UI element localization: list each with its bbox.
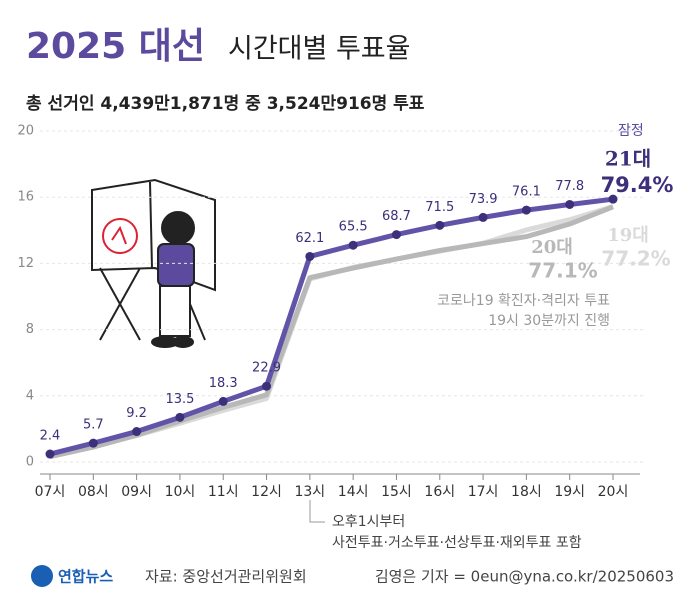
x-tick-label: 18시	[511, 484, 542, 500]
x-tick-label: 19시	[554, 484, 585, 500]
person-shirt	[157, 243, 195, 287]
logo: 연합뉴스	[58, 568, 113, 586]
x-tick-label: 17시	[468, 484, 499, 500]
y-tick-label: 4	[26, 388, 34, 403]
ballot-mark	[111, 225, 127, 245]
point	[478, 212, 488, 222]
point	[521, 205, 531, 215]
booth-edge	[149, 181, 153, 269]
x-tick-label: 10시	[165, 484, 196, 500]
data-label: 79.4%	[601, 173, 674, 197]
y-tick-label: 16	[17, 190, 34, 205]
data-label: 65.5	[339, 220, 368, 235]
person-shoe	[172, 336, 194, 348]
logo-icon	[31, 565, 53, 587]
legend-label: 19대	[607, 225, 649, 246]
data-label: 77.1%	[528, 259, 597, 283]
annotation-leader	[309, 500, 325, 523]
x-tick-label: 12시	[251, 484, 282, 500]
x-tick-label: 08시	[78, 484, 109, 500]
data-label: 62.1	[295, 231, 324, 246]
point	[262, 381, 272, 391]
data-label: 73.9	[469, 192, 498, 207]
y-tick-label: 12	[17, 256, 34, 271]
x-tick-label: 07시	[35, 484, 66, 500]
point	[88, 438, 98, 448]
data-label: 71.5	[425, 200, 454, 215]
data-label: 5.7	[83, 418, 104, 433]
data-label: 77.2%	[601, 247, 670, 271]
chart-title: 2025 대선	[26, 26, 205, 67]
point	[305, 251, 315, 261]
data-label: 77.8	[555, 179, 584, 194]
y-tick-label: 8	[26, 322, 34, 337]
y-tick-label: 20	[17, 124, 34, 139]
annotation: 코로나19 확진자·격리자 투표	[437, 293, 610, 309]
data-label: 13.5	[165, 392, 194, 407]
y-tick-label: 0	[26, 455, 34, 470]
data-label: 22.9	[252, 361, 281, 376]
x-tick-label: 20시	[598, 484, 629, 500]
annotation: 오후1시부터	[332, 514, 405, 530]
annotation: 19시 30분까지 진행	[488, 313, 610, 329]
x-tick-label: 09시	[121, 484, 152, 500]
legend-label: 20대	[531, 237, 573, 258]
series-line	[49, 204, 614, 460]
point	[435, 220, 445, 230]
source: 자료: 중앙선거관리위원회	[145, 568, 307, 586]
series-line	[49, 196, 614, 457]
ballot-mark	[102, 218, 138, 254]
point	[348, 240, 358, 250]
credit: 김영은 기자 = 0eun@yna.co.kr/20250603	[375, 568, 674, 586]
x-tick-label: 15시	[381, 484, 412, 500]
annotation: 사전투표·거소투표·선상투표·재외투표 포함	[332, 535, 582, 551]
x-tick-label: 16시	[424, 484, 455, 500]
x-tick-label: 13시	[294, 484, 325, 500]
person-pants	[159, 285, 191, 337]
data-label: 68.7	[382, 209, 411, 224]
point	[175, 412, 185, 422]
data-label: 9.2	[126, 406, 147, 421]
data-label: 18.3	[209, 376, 238, 391]
booth-leg	[99, 267, 141, 341]
point	[45, 449, 55, 459]
point	[391, 230, 401, 240]
x-tick-label: 11시	[208, 484, 239, 500]
point	[132, 427, 142, 437]
point	[565, 199, 575, 209]
x-tick-label: 14시	[338, 484, 369, 500]
legend-label: 21대	[605, 147, 651, 171]
data-label: 2.4	[40, 429, 61, 444]
person-head	[161, 211, 195, 245]
chart-title-2: 시간대별 투표율	[228, 34, 410, 65]
data-label: 76.1	[512, 185, 541, 200]
point	[218, 396, 228, 406]
point	[608, 194, 618, 204]
illustration	[91, 178, 216, 348]
subtitle: 총 선거인 4,439만1,871명 중 3,524만916명 투표	[26, 94, 425, 114]
